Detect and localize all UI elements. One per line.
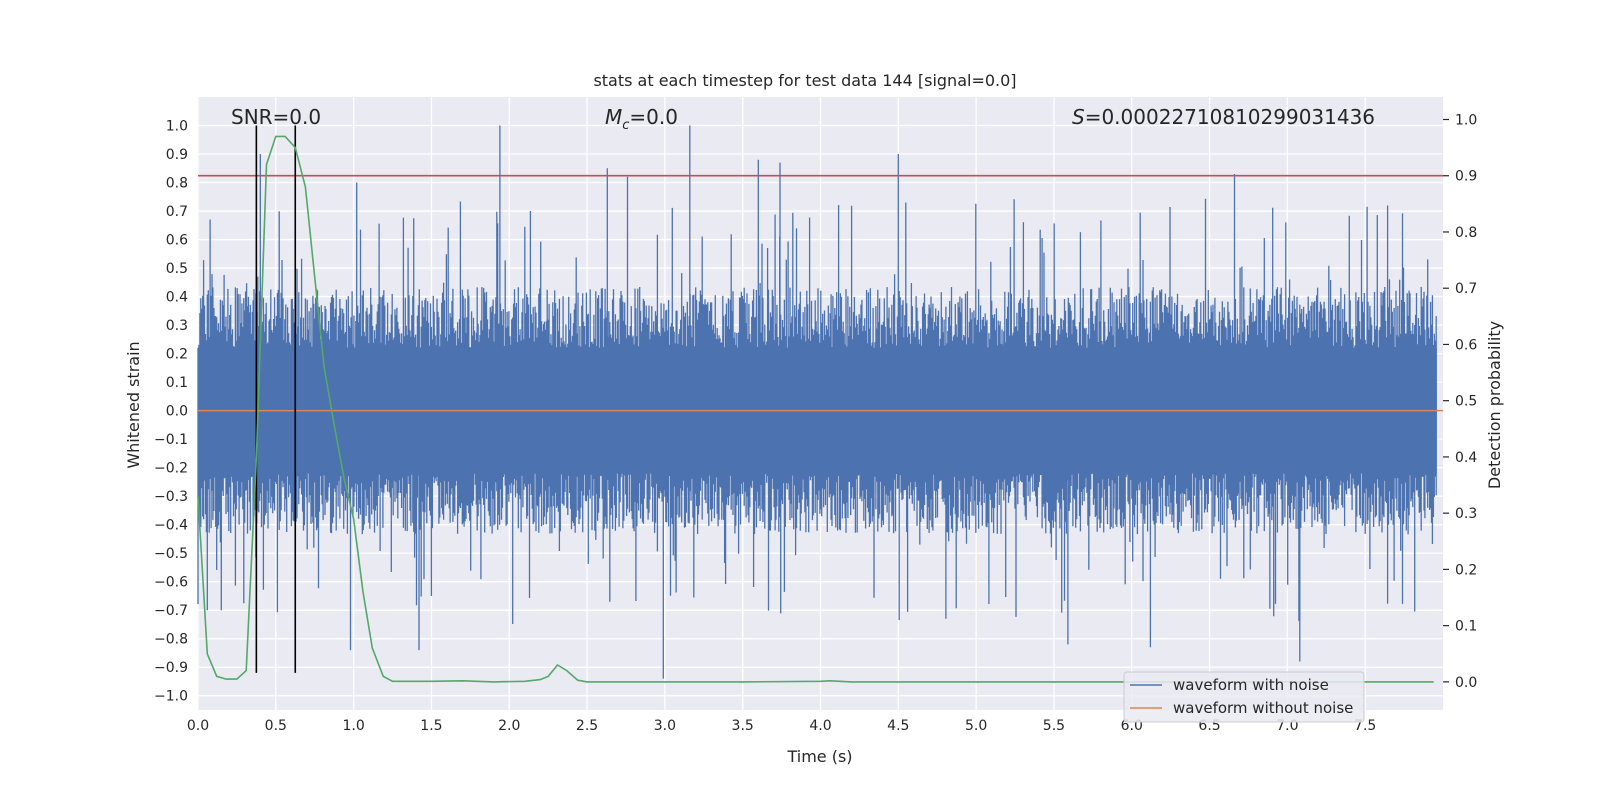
x-tick-label: 4.0: [809, 718, 831, 734]
y2-tick-label: 0.3: [1455, 506, 1477, 522]
y-tick-label: 0.6: [166, 233, 188, 249]
x-axis-ticks: 0.0 0.5 1.0 1.5 2.0 2.5 3.0 3.5 4.0 4.5 5.0 5.5 6.0 6…: [187, 718, 1376, 734]
y2-tick-label: 0.6: [1455, 337, 1477, 353]
y-tick-label: 0.3: [166, 318, 188, 334]
y-tick-label: 0.5: [166, 261, 188, 277]
y2-axis-label: Detection probability: [1485, 321, 1504, 489]
mc-value: =0.0: [629, 105, 678, 129]
y2-tick-label: 0.0: [1455, 675, 1477, 691]
detection-probability-line: [197, 135, 1434, 683]
y-tick-label: 0.0: [166, 404, 188, 420]
y-tick-label: −0.4: [154, 518, 188, 534]
y-tick-label: −0.3: [154, 489, 188, 505]
y-tick-label: −1.0: [154, 689, 188, 705]
s-annotation: S=0.00022710810299031436: [1072, 105, 1375, 129]
y-tick-label: 1.0: [166, 119, 188, 135]
y2-tick-label: 0.7: [1455, 281, 1477, 297]
x-axis-label: Time (s): [786, 747, 852, 766]
mc-annotation: Mc=0.0: [605, 105, 678, 133]
x-tick-label: 0.5: [265, 718, 287, 734]
x-tick-label: 5.0: [965, 718, 987, 734]
x-tick-label: 2.5: [576, 718, 598, 734]
mc-symbol: M: [605, 105, 622, 129]
y2-tick-label: 0.8: [1455, 225, 1477, 241]
legend-label-noise: waveform with noise: [1173, 676, 1329, 694]
x-tick-label: 3.5: [732, 718, 754, 734]
y-tick-label: −0.5: [154, 546, 188, 562]
y-tick-label: −0.8: [154, 632, 188, 648]
y-tick-label: 0.1: [166, 375, 188, 391]
x-tick-label: 2.0: [498, 718, 520, 734]
y-axis-label: Whitened strain: [124, 341, 143, 468]
x-tick-label: 1.0: [342, 718, 364, 734]
legend-label-clean: waveform without noise: [1173, 699, 1353, 717]
y2-tick-label: 0.1: [1455, 619, 1477, 635]
x-tick-label: 1.5: [420, 718, 442, 734]
snr-annotation: SNR=0.0: [231, 105, 321, 129]
chart-title: stats at each timestep for test data 144…: [593, 71, 1016, 90]
x-tick-label: 3.0: [654, 718, 676, 734]
mc-subscript: c: [622, 118, 629, 133]
y-axis-ticks: 1.0 0.9 0.8 0.7 0.6 0.5 0.4 0.3 0.2 0.1 0.0 −0.1 −0.…: [154, 119, 188, 705]
s-symbol: S: [1072, 105, 1085, 129]
y-tick-label: 0.2: [166, 347, 188, 363]
y2-tick-label: 0.2: [1455, 562, 1477, 578]
y-tick-label: −0.7: [154, 603, 188, 619]
y2-axis-ticks: 1.0 0.9 0.8 0.7 0.6 0.5 0.4 0.3 0.2 0.1 0.0: [1443, 112, 1477, 691]
x-tick-label: 5.5: [1043, 718, 1065, 734]
y-tick-label: 0.7: [166, 204, 188, 220]
y2-tick-label: 0.4: [1455, 450, 1477, 466]
line-series-layer: [197, 125, 1443, 683]
y-tick-label: −0.9: [154, 660, 188, 676]
y-tick-label: 0.4: [166, 290, 188, 306]
y2-tick-label: 0.9: [1455, 169, 1477, 185]
legend-box: [1123, 671, 1365, 723]
noise-strokes: [197, 125, 1437, 679]
x-tick-label: 0.0: [187, 718, 209, 734]
y2-tick-label: 1.0: [1455, 112, 1477, 128]
legend: waveform with noise waveform without noi…: [1123, 671, 1365, 723]
y-tick-label: −0.2: [154, 461, 188, 477]
y-tick-label: 0.8: [166, 176, 188, 192]
s-value: =0.00022710810299031436: [1085, 105, 1375, 129]
y-tick-label: −0.6: [154, 575, 188, 591]
y-tick-label: −0.1: [154, 432, 188, 448]
x-tick-label: 4.5: [887, 718, 909, 734]
y-tick-label: 0.9: [166, 147, 188, 163]
y2-tick-label: 0.5: [1455, 394, 1477, 410]
